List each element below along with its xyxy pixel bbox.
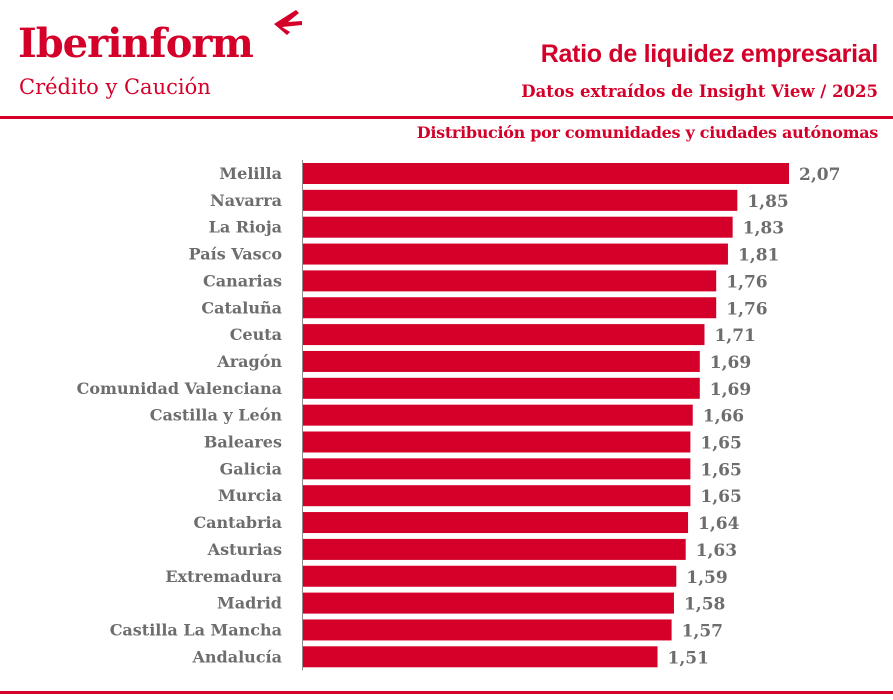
bar: [303, 485, 691, 507]
value-label: 1,71: [714, 326, 755, 346]
category-label: Madrid: [217, 594, 282, 613]
brand-name: Iberinform: [18, 20, 254, 67]
value-label: 1,57: [682, 621, 723, 641]
bar: [303, 619, 672, 641]
value-label: 1,63: [696, 541, 737, 561]
brand-tagline: Crédito y Caución: [19, 75, 211, 99]
category-label: Murcia: [218, 486, 282, 505]
category-label: Andalucía: [192, 647, 283, 666]
category-label: Extremadura: [165, 567, 282, 586]
value-label: 1,65: [700, 460, 741, 480]
category-label: Galicia: [220, 459, 282, 478]
bird-logo-icon: [274, 10, 302, 35]
category-label: Canarias: [203, 271, 282, 290]
category-label: Cataluña: [201, 298, 282, 317]
bar: [303, 297, 717, 319]
value-label: 1,64: [698, 514, 740, 534]
category-label: Comunidad Valenciana: [77, 379, 282, 398]
category-label: Cantabria: [193, 513, 282, 532]
bar: [303, 431, 691, 453]
bar: [303, 270, 717, 292]
value-label: 1,65: [700, 434, 741, 454]
bar: [303, 646, 658, 668]
category-label: Castilla La Mancha: [110, 620, 282, 639]
page-subtitle: Datos extraídos de Insight View / 2025: [521, 82, 878, 101]
value-label: 1,58: [684, 595, 725, 615]
footer-divider: [0, 691, 893, 694]
value-label: 1,69: [710, 380, 751, 400]
value-label: 1,85: [747, 192, 788, 212]
value-label: 1,76: [726, 299, 767, 319]
bar: [303, 538, 686, 560]
category-label: Melilla: [219, 164, 282, 183]
category-label: Aragón: [216, 352, 282, 371]
brand-logo: Iberinform Crédito y Caución: [18, 10, 318, 108]
bar: [303, 404, 693, 426]
page-title: Ratio de liquidez empresarial: [540, 40, 879, 68]
category-label: Castilla y León: [150, 406, 283, 425]
value-label: 1,81: [738, 246, 779, 266]
category-label: Baleares: [204, 433, 282, 452]
value-label: 1,66: [703, 407, 744, 427]
category-label: País Vasco: [189, 245, 283, 264]
bar: [303, 163, 789, 184]
value-label: 1,69: [710, 353, 751, 373]
value-label: 2,07: [799, 165, 840, 185]
value-label: 1,65: [700, 487, 741, 507]
header-divider: [0, 116, 893, 119]
value-label: 1,59: [686, 568, 727, 588]
chart-title: Distribución por comunidades y ciudades …: [416, 123, 879, 142]
bar: [303, 458, 691, 480]
value-label: 1,83: [743, 219, 784, 239]
category-label: Ceuta: [230, 325, 282, 344]
value-label: 1,76: [726, 272, 767, 292]
bar: [303, 189, 738, 211]
bar: [303, 592, 674, 614]
bar: [303, 216, 733, 238]
bar: [303, 243, 728, 265]
bar: [303, 565, 677, 587]
category-label: Asturias: [207, 540, 282, 559]
bar: [303, 377, 700, 399]
category-label: Navarra: [210, 191, 282, 210]
category-label: La Rioja: [209, 218, 282, 237]
bar: [303, 350, 700, 372]
value-label: 1,51: [668, 648, 709, 668]
bar: [303, 324, 705, 346]
bar: [303, 512, 689, 534]
bar-chart: Melilla 2,07 Navarra 1,85 La Rioja 1,83 País V…: [77, 160, 840, 671]
